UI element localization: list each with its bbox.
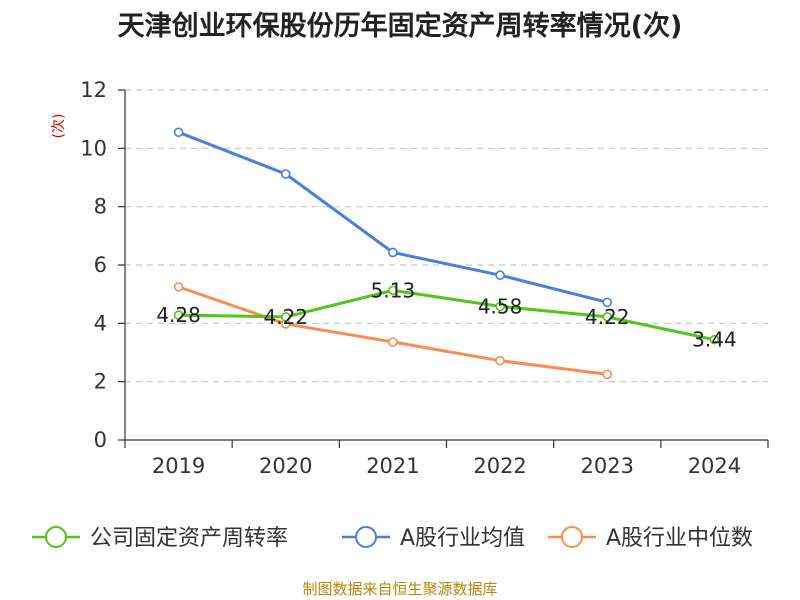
data-point xyxy=(495,355,505,366)
y-tick-label: 6 xyxy=(94,253,107,277)
y-tick-label: 12 xyxy=(80,78,107,102)
x-tick-label: 2020 xyxy=(259,454,312,478)
data-point xyxy=(495,270,505,281)
legend-label-1: A股行业均值 xyxy=(400,526,525,551)
data-label: 4.22 xyxy=(263,305,308,329)
axis-layer: 0 2 4 6 8 10 12 2019 2020 2021 2022 2023 2024 xyxy=(80,78,769,478)
grid-layer xyxy=(125,89,768,383)
series-line-1 xyxy=(178,130,608,304)
series-layer xyxy=(173,127,720,380)
data-label: 3.44 xyxy=(692,328,737,352)
y-tick-label: 4 xyxy=(94,311,107,335)
source-note: 制图数据来自恒生聚源数据库 xyxy=(302,580,497,598)
series-line-0 xyxy=(178,288,715,342)
legend-label-0: 公司固定资产周转率 xyxy=(90,526,288,551)
x-tick-label: 2023 xyxy=(581,454,634,478)
data-point xyxy=(173,127,184,138)
data-point xyxy=(173,282,184,292)
x-tick-label: 2022 xyxy=(473,454,526,478)
chart-title: 天津创业环保股份历年固定资产周转率情况(次) xyxy=(118,10,683,42)
y-tick-label: 10 xyxy=(80,136,107,160)
legend-marker-0 xyxy=(45,526,67,548)
data-point xyxy=(709,334,720,345)
legend-marker-2 xyxy=(561,526,583,548)
legend-marker-1 xyxy=(355,526,377,548)
data-point xyxy=(388,337,398,347)
data-point xyxy=(173,310,184,320)
x-tick-label: 2019 xyxy=(152,454,205,478)
x-tick-label: 2021 xyxy=(366,454,419,478)
data-point xyxy=(602,369,613,380)
data-label-layer: 4.28 4.22 5.13 4.58 4.22 3.44 xyxy=(156,278,736,351)
legend: 公司固定资产周转率 A股行业均值 A股行业中位数 xyxy=(32,526,753,551)
x-tick-label: 2024 xyxy=(688,454,741,478)
data-point xyxy=(280,169,291,179)
data-label: 4.22 xyxy=(585,305,630,329)
y-tick-label: 0 xyxy=(94,428,107,452)
data-label: 4.58 xyxy=(478,294,523,318)
legend-label-2: A股行业中位数 xyxy=(606,526,753,551)
y-tick-label: 2 xyxy=(94,370,107,394)
data-point xyxy=(602,312,613,322)
data-point xyxy=(388,247,398,258)
y-axis-label: (次) xyxy=(51,114,67,139)
data-label: 4.28 xyxy=(156,303,201,327)
data-point xyxy=(495,301,505,312)
y-tick-label: 8 xyxy=(94,195,107,219)
data-label: 5.13 xyxy=(371,278,416,302)
data-point xyxy=(602,297,613,308)
data-point xyxy=(280,312,291,322)
data-point xyxy=(388,285,398,296)
